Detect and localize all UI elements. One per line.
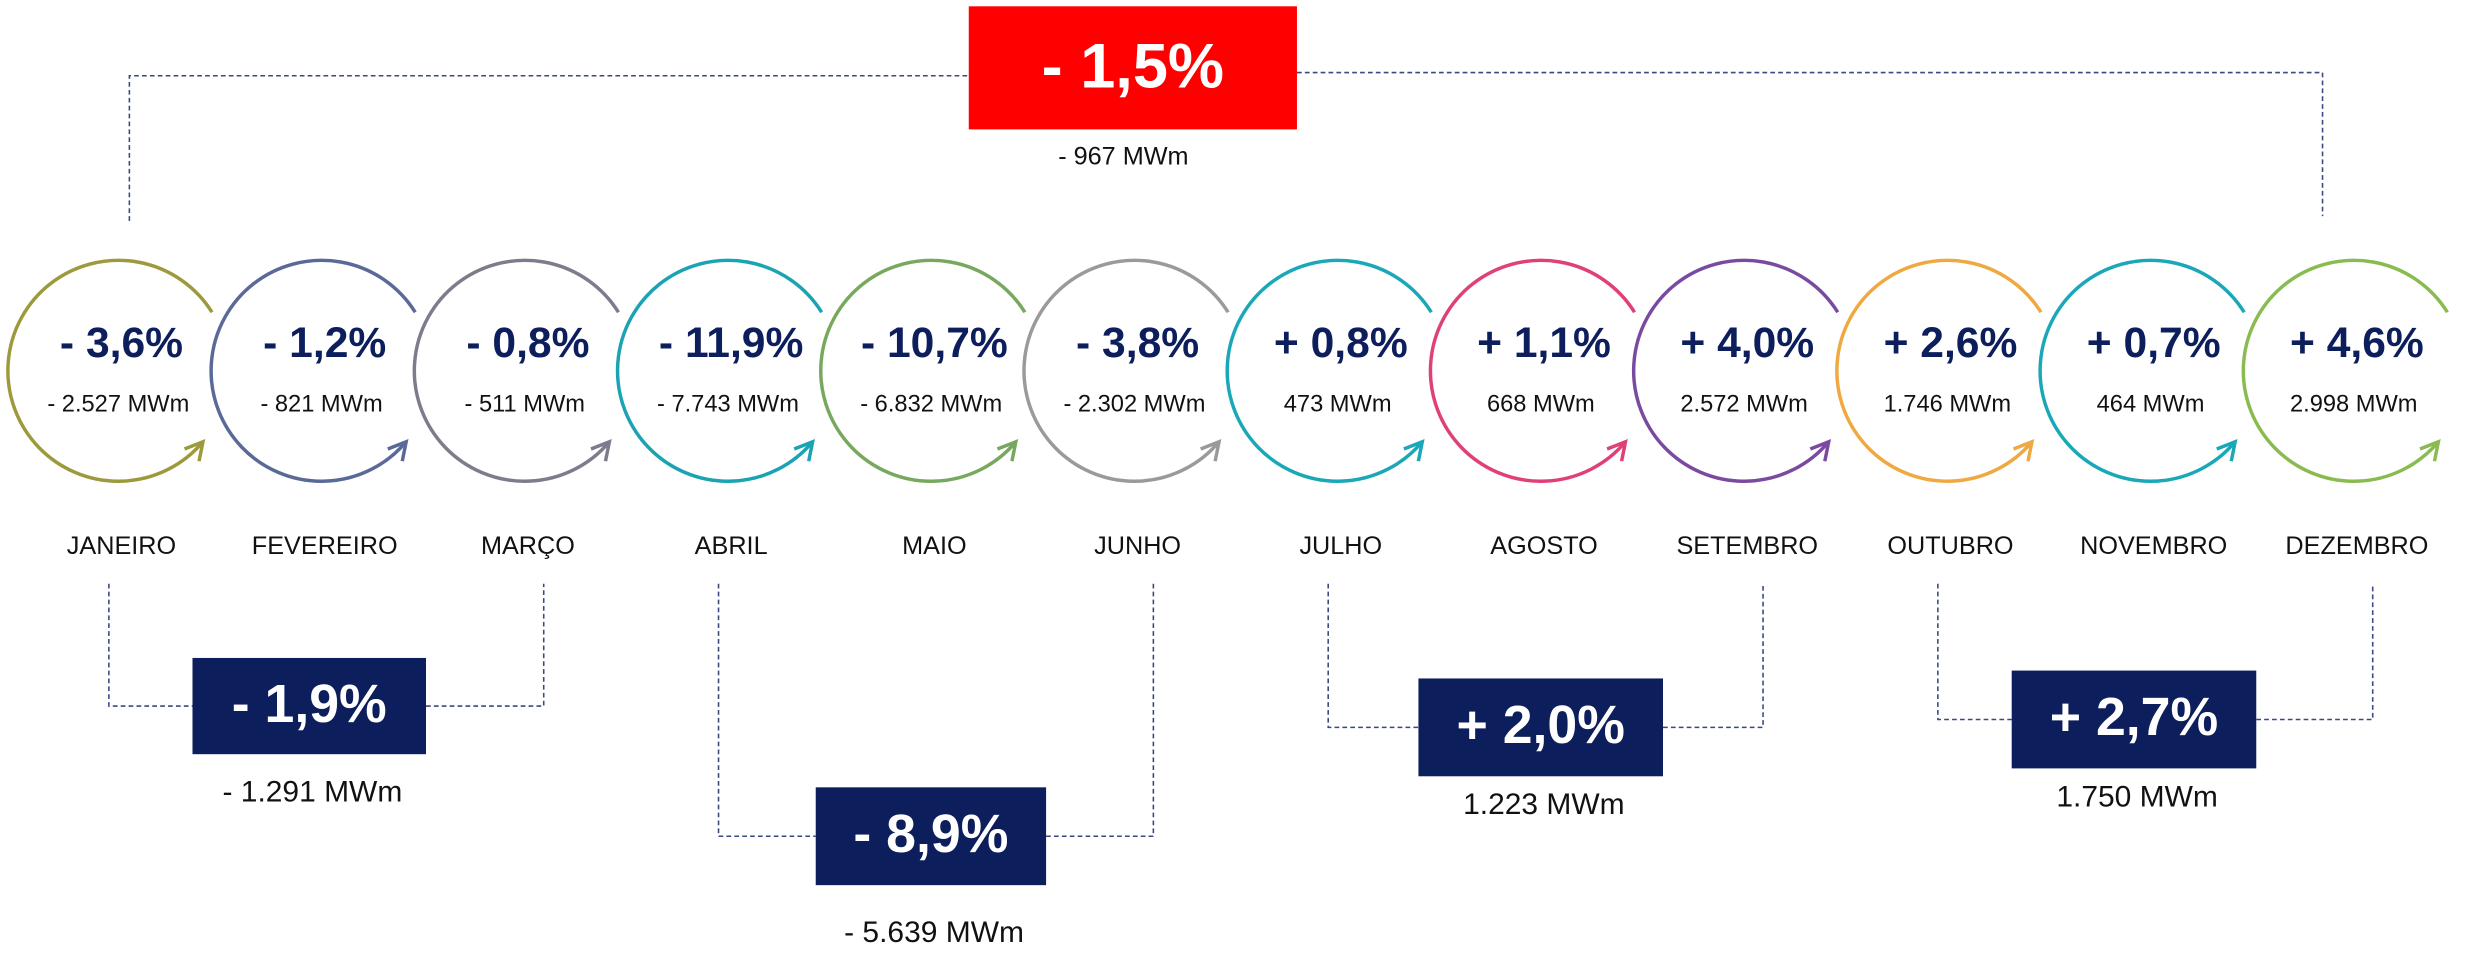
month-value: + 4,0% bbox=[1680, 319, 1814, 367]
month-name: SETEMBRO bbox=[1676, 532, 1818, 560]
quarter-value: - 1,9% bbox=[232, 674, 387, 734]
annual-connector bbox=[128, 74, 969, 221]
quarter-mwm: - 1.291 MWm bbox=[222, 776, 402, 809]
annual-mwm: - 967 MWm bbox=[1058, 142, 1188, 170]
annual-connector bbox=[1296, 71, 2324, 217]
month-name: AGOSTO bbox=[1490, 532, 1598, 560]
month-arrow bbox=[590, 439, 612, 462]
month-circle bbox=[819, 258, 1027, 483]
month-arrow bbox=[2216, 439, 2238, 462]
month-name: FEVEREIRO bbox=[252, 532, 398, 560]
month-circle bbox=[1428, 258, 1637, 483]
month-name: DEZEMBRO bbox=[2285, 532, 2428, 560]
month-circle bbox=[209, 258, 417, 483]
quarter-box bbox=[815, 787, 1047, 886]
month-value: + 2,6% bbox=[1884, 319, 2018, 367]
month-name: ABRIL bbox=[695, 532, 768, 560]
month-arrow bbox=[1809, 439, 1832, 462]
month-name: OUTUBRO bbox=[1887, 532, 2013, 560]
month-name: MAIO bbox=[902, 532, 966, 560]
month-arrow bbox=[1403, 439, 1425, 462]
month-mwm: 2.572 MWm bbox=[1680, 392, 1808, 418]
month-circle bbox=[615, 258, 824, 483]
month-name: JANEIRO bbox=[67, 532, 176, 560]
quarter-connector bbox=[717, 583, 816, 838]
month-name: MARÇO bbox=[481, 532, 575, 560]
quarter-box bbox=[2011, 670, 2257, 769]
month-circle bbox=[2038, 258, 2246, 483]
month-value: + 4,6% bbox=[2290, 319, 2424, 367]
month-arrow bbox=[183, 439, 206, 462]
month-value: - 11,9% bbox=[659, 319, 803, 367]
month-mwm: 2.998 MWm bbox=[2290, 392, 2418, 418]
month-value: - 1,2% bbox=[263, 319, 386, 367]
month-value: + 1,1% bbox=[1477, 319, 1611, 367]
month-value: + 0,8% bbox=[1274, 319, 1408, 367]
month-mwm: - 7.743 MWm bbox=[657, 392, 799, 418]
month-value: + 0,7% bbox=[2087, 319, 2221, 367]
month-name: NOVEMBRO bbox=[2080, 532, 2227, 560]
month-mwm: - 2.527 MWm bbox=[47, 392, 189, 418]
quarter-connector bbox=[1327, 583, 1419, 729]
quarter-connector bbox=[108, 583, 193, 707]
month-arrow bbox=[793, 439, 815, 462]
annual-box bbox=[968, 6, 1297, 130]
month-value: - 0,8% bbox=[466, 319, 589, 367]
month-circle bbox=[1022, 258, 1230, 483]
quarter-value: + 2,0% bbox=[1457, 695, 1625, 755]
month-mwm: 1.746 MWm bbox=[1884, 392, 2012, 418]
quarter-box bbox=[192, 657, 427, 755]
quarter-mwm: 1.750 MWm bbox=[2056, 780, 2218, 813]
annual-value: - 1,5% bbox=[1042, 32, 1224, 102]
quarter-connector bbox=[2256, 583, 2374, 721]
month-arrow bbox=[1606, 439, 1628, 462]
month-mwm: - 2.302 MWm bbox=[1063, 392, 1205, 418]
month-mwm: 473 MWm bbox=[1284, 392, 1392, 418]
month-value: - 3,8% bbox=[1076, 319, 1199, 367]
quarter-connector bbox=[1663, 583, 1764, 729]
quarter-mwm: 1.223 MWm bbox=[1463, 788, 1625, 821]
month-arrow bbox=[2419, 439, 2441, 462]
month-name: JULHO bbox=[1299, 532, 1382, 560]
quarter-value: - 8,9% bbox=[853, 804, 1008, 864]
month-circle bbox=[1225, 258, 1433, 483]
quarter-connector bbox=[1046, 583, 1155, 838]
month-arrow bbox=[2012, 439, 2035, 462]
month-value: - 10,7% bbox=[861, 319, 1008, 367]
month-circle bbox=[412, 258, 620, 483]
month-name: JUNHO bbox=[1094, 532, 1181, 560]
month-value: - 3,6% bbox=[60, 319, 183, 367]
month-mwm: 464 MWm bbox=[2097, 392, 2205, 418]
quarter-connector bbox=[426, 583, 545, 707]
month-mwm: - 511 MWm bbox=[465, 392, 585, 418]
month-circle bbox=[2241, 258, 2449, 483]
month-mwm: 668 MWm bbox=[1487, 392, 1595, 418]
month-circle bbox=[6, 258, 214, 483]
month-arrow bbox=[387, 439, 409, 462]
month-circle bbox=[1835, 258, 2043, 483]
quarter-value: + 2,7% bbox=[2050, 687, 2218, 747]
month-mwm: - 821 MWm bbox=[260, 392, 382, 418]
month-arrow bbox=[1200, 439, 1222, 462]
quarter-connector bbox=[1937, 583, 2012, 721]
month-arrow bbox=[996, 439, 1019, 462]
month-circle bbox=[1631, 258, 1840, 483]
month-mwm: - 6.832 MWm bbox=[860, 392, 1002, 418]
quarter-box bbox=[1418, 678, 1664, 777]
quarter-mwm: - 5.639 MWm bbox=[844, 916, 1024, 949]
